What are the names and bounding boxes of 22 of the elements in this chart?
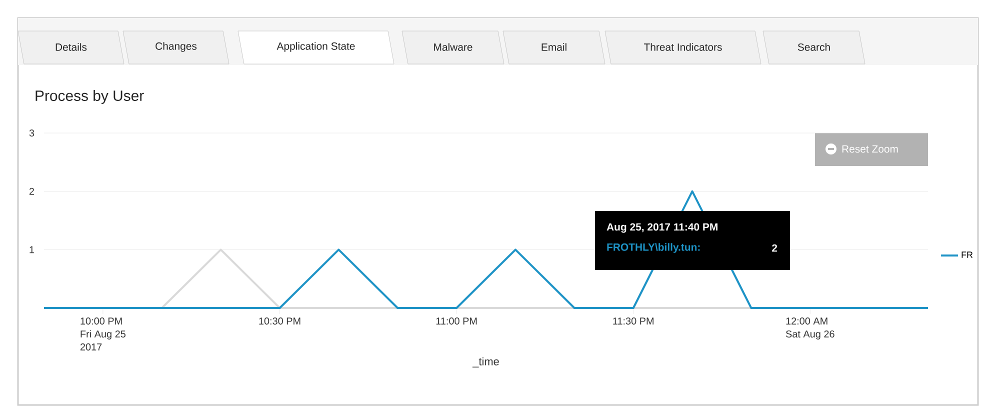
y-tick-label: 2 xyxy=(29,188,34,195)
annotation: Reset Zoom xyxy=(842,145,898,153)
annotation: Aug 25, 2017 11:40 PM xyxy=(606,223,718,233)
y-tick-label: 1 xyxy=(30,246,34,254)
x-axis-title: _time xyxy=(472,357,499,368)
text: Email xyxy=(542,43,566,51)
x-tick-label: 11:30 PM xyxy=(613,318,654,325)
chart-title: Process by User xyxy=(36,90,144,104)
y-tick-label: 3 xyxy=(29,129,34,137)
annotation: 2 xyxy=(772,244,778,252)
text: Threat Indicators xyxy=(644,43,722,51)
x-tick-label: 10:30 PM xyxy=(259,318,300,325)
text: Malware xyxy=(434,43,472,51)
text: Details xyxy=(56,43,87,51)
x-tick-label: 11:00 PM xyxy=(436,318,477,325)
text: Changes xyxy=(156,42,197,52)
text: Search xyxy=(798,43,830,51)
annotation: FROTHLY\billy.tun: xyxy=(607,243,700,253)
x-tick-label: 12:00 AM Sat Aug 26 xyxy=(786,318,834,340)
legend-label: FR xyxy=(962,252,973,258)
text: Application State xyxy=(276,42,355,52)
x-tick-label: 10:00 PM Fri Aug 25 2017 xyxy=(80,318,126,350)
